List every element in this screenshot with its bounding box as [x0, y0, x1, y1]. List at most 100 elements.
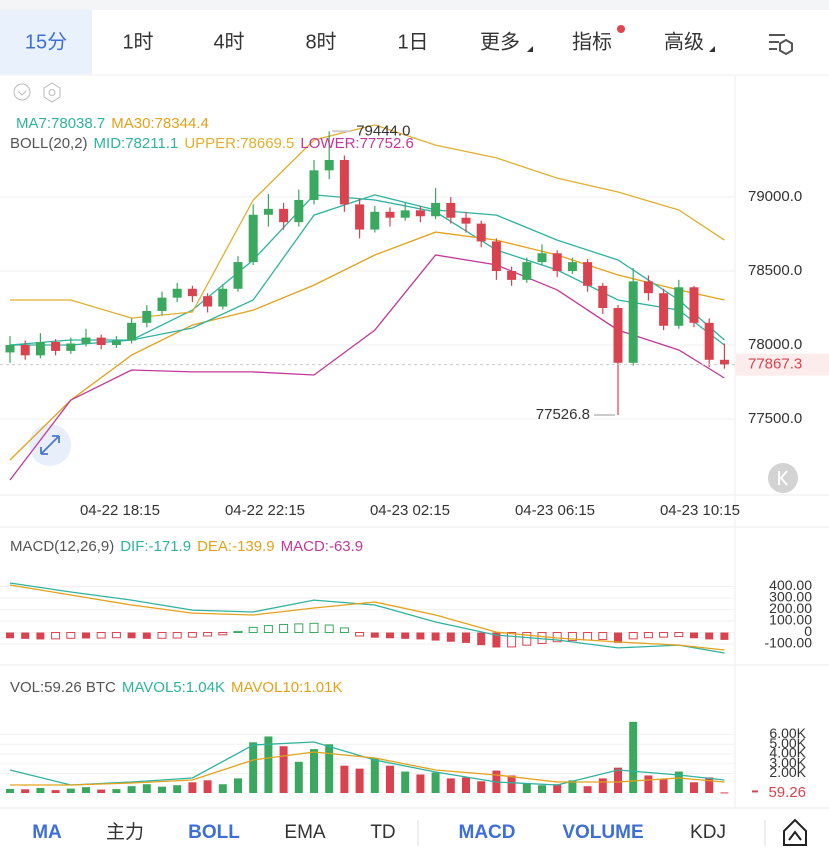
tab[interactable]: 15分: [25, 30, 67, 53]
candle-body: [248, 214, 258, 263]
macd-bar: [720, 632, 729, 640]
macd-bar: [233, 630, 243, 634]
indicator-line: [10, 751, 725, 786]
panel-title: VOL:59.26 BTC: [10, 679, 116, 696]
volume-bar: [310, 749, 318, 793]
macd-bar: [339, 627, 349, 634]
macd-bar: [248, 626, 258, 634]
dropdown-arrow: [527, 46, 533, 52]
candle-body: [35, 342, 45, 356]
legend-entry: MAVOL10:1.01K: [231, 679, 342, 696]
toolbar-item[interactable]: KDJ: [690, 822, 726, 843]
candle-body: [5, 345, 15, 353]
chart-type-icon[interactable]: [783, 818, 807, 846]
macd-bar: [263, 625, 273, 634]
candle-body: [446, 202, 456, 218]
volume-bar: [507, 775, 516, 793]
last-price-bg: [736, 353, 829, 376]
candle-body: [81, 337, 91, 344]
macd-bar: [628, 632, 638, 640]
volume-bar: [82, 787, 90, 793]
macd-bar: [522, 632, 532, 646]
macd-bar: [187, 632, 197, 638]
hide-icon[interactable]: [13, 83, 31, 101]
volume-bar: [674, 771, 683, 793]
tab[interactable]: 更多: [480, 30, 520, 53]
macd-bar: [567, 632, 577, 642]
macd-bar: [370, 632, 379, 638]
candle-body: [142, 310, 152, 323]
candle-body: [157, 297, 167, 311]
legend-entry: MID:78211.1: [94, 135, 179, 152]
scroll-latest-button[interactable]: [768, 463, 798, 493]
settings-icon[interactable]: [43, 82, 61, 103]
candle-body: [233, 262, 243, 289]
scroll-latest-icon: [778, 470, 788, 486]
tab[interactable]: 8时: [305, 30, 336, 53]
candle-body: [279, 208, 289, 223]
layout-icon-gear: [779, 38, 793, 56]
volume-bar: [538, 785, 546, 793]
y-tick-label: 0: [804, 623, 812, 639]
toolbar-item[interactable]: TD: [370, 822, 395, 843]
legend-entry: DIF:-171.9: [120, 538, 191, 555]
candle-body: [339, 160, 349, 205]
toolbar-item[interactable]: MA: [32, 822, 62, 843]
candle-body: [431, 202, 441, 217]
toolbar-item[interactable]: BOLL: [188, 822, 240, 843]
toolbar-item[interactable]: 主力: [106, 821, 144, 843]
macd-bar: [386, 632, 394, 639]
tab[interactable]: 指标: [572, 30, 612, 53]
candle-body: [461, 217, 471, 224]
macd-bar: [111, 632, 121, 639]
candle-body: [370, 211, 380, 230]
y-tick-label: 79000.0: [748, 188, 802, 205]
candle-body: [187, 288, 197, 297]
macd-bar: [127, 632, 136, 639]
volume-bar: [97, 789, 106, 793]
tab[interactable]: 4时: [213, 30, 244, 53]
y-tick-label: 3.00K: [769, 754, 806, 770]
volume-bar: [431, 772, 440, 793]
toolbar-item[interactable]: EMA: [284, 822, 326, 843]
candle-body: [689, 287, 699, 323]
macd-bar: [82, 632, 90, 639]
legend: BOLL(20,2) MID:78211.1 UPPER:78669.5 LOWER:…: [10, 135, 414, 152]
macd-bar: [705, 632, 714, 640]
tab[interactable]: 高级: [664, 30, 704, 53]
tab[interactable]: 1时: [122, 30, 153, 53]
status-strip: [0, 0, 829, 10]
volume-bar: [629, 721, 638, 793]
toolbar-item[interactable]: MACD: [459, 822, 516, 843]
macd-bar: [66, 632, 76, 639]
macd-bar: [142, 632, 151, 639]
macd-bar: [614, 632, 622, 643]
volume-bar: [401, 771, 410, 793]
macd-bar: [157, 632, 167, 639]
legend-entry: MAVOL5:1.04K: [122, 679, 225, 696]
x-tick-label: 04-23 06:15: [515, 502, 595, 519]
volume-bar: [370, 757, 379, 793]
y-tick-label: 4.00K: [769, 745, 806, 761]
volume-bar: [553, 784, 562, 793]
macd-bar: [416, 632, 425, 640]
candle-body: [96, 337, 106, 345]
candle-body: [172, 288, 182, 298]
candle-body: [583, 262, 593, 286]
volume-bar: [598, 778, 607, 793]
candle-body: [613, 308, 623, 363]
candle-body: [355, 204, 365, 230]
volume-bar: [203, 780, 212, 793]
macd-bar: [401, 632, 410, 639]
tab[interactable]: 1日: [397, 31, 428, 53]
layout-icon[interactable]: [769, 34, 785, 50]
candle-body: [400, 210, 410, 218]
macd-bar: [507, 632, 517, 648]
legend-entry: MA30:78344.4: [111, 115, 209, 132]
toolbar-item[interactable]: VOLUME: [562, 822, 643, 843]
candle-body: [218, 288, 228, 307]
volume-bar: [66, 788, 75, 793]
volume-bar: [21, 789, 30, 793]
volume-bar: [659, 779, 668, 793]
